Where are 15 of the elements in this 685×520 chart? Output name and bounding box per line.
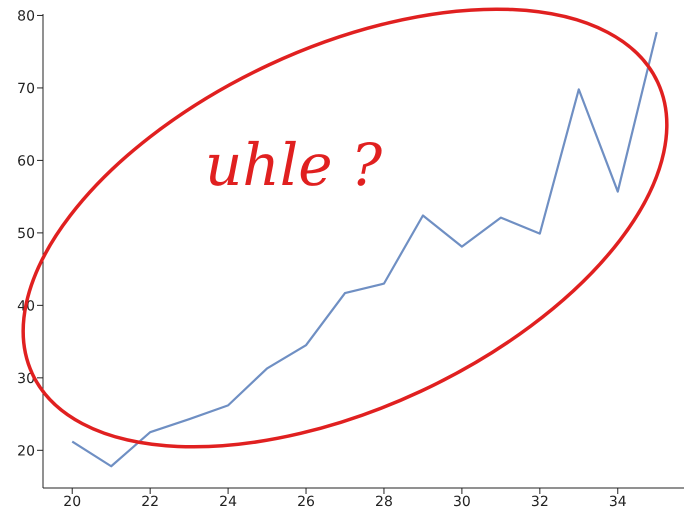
x-tick-label: 28 <box>375 494 393 510</box>
x-tick-label: 26 <box>297 494 316 510</box>
x-tick-label: 30 <box>452 494 471 510</box>
x-tick-label: 24 <box>219 494 238 510</box>
y-tick-label: 20 <box>17 443 35 460</box>
line-series <box>71 31 658 468</box>
x-tick-label: 34 <box>608 494 627 510</box>
x-tick-label: 32 <box>530 494 549 510</box>
y-tick-label: 60 <box>17 153 35 170</box>
y-tick-label: 50 <box>17 226 35 242</box>
annotation: uhle ? <box>205 131 384 199</box>
y-tick-label: 70 <box>17 80 35 97</box>
y-tick-label: 80 <box>17 8 35 24</box>
x-tick-label: 20 <box>63 494 82 510</box>
x-tick-label: 22 <box>141 494 160 510</box>
